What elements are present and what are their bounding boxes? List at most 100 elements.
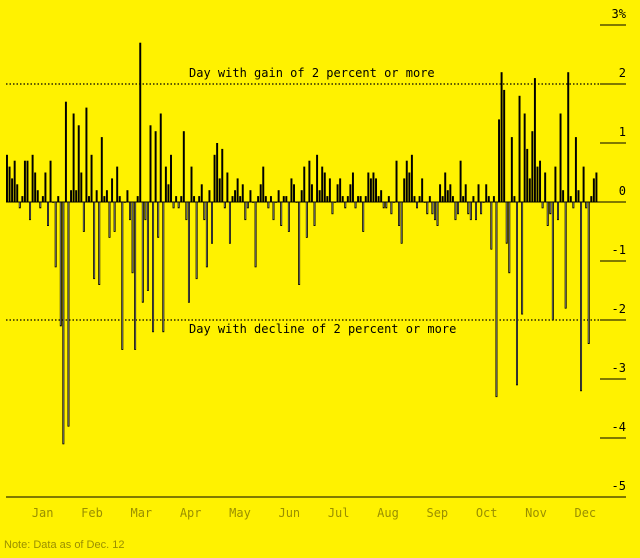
- gain-bar: [262, 166, 265, 202]
- decline-bar: [67, 201, 70, 427]
- y-tick-label: -5: [612, 479, 626, 493]
- gain-bar: [52, 202, 55, 203]
- gain-bar: [11, 178, 14, 202]
- gain-bar: [441, 196, 444, 202]
- decline-bar: [203, 201, 206, 221]
- gain-bar: [367, 172, 370, 202]
- gain-bar: [75, 190, 78, 202]
- gain-bar: [574, 137, 577, 202]
- y-tick-label: 2: [619, 66, 626, 80]
- decline-bar: [82, 201, 85, 232]
- gain-bar: [418, 196, 421, 202]
- decline-bar: [280, 201, 283, 227]
- gain-bar: [444, 172, 447, 202]
- gain-bar: [359, 196, 362, 202]
- gain-bar: [513, 196, 516, 202]
- decline-bar: [267, 201, 270, 209]
- gain-bar: [26, 160, 29, 202]
- decline-bar: [54, 201, 57, 268]
- gain-bar: [95, 190, 98, 202]
- x-tick-label: Nov: [525, 506, 547, 520]
- decline-bar: [416, 201, 419, 209]
- gain-bar: [249, 190, 252, 202]
- gain-bar: [208, 190, 211, 202]
- gain-bar: [213, 154, 216, 202]
- decline-bar: [134, 201, 137, 350]
- gain-bar: [518, 95, 521, 202]
- decline-bar: [521, 201, 524, 315]
- gain-bar: [410, 154, 413, 202]
- gain-bar: [577, 190, 580, 202]
- decline-bar: [272, 201, 275, 221]
- gain-bar: [377, 196, 380, 202]
- gain-bar: [528, 178, 531, 202]
- gain-bar: [318, 190, 321, 202]
- decline-bar: [362, 201, 365, 232]
- y-tick-label: -4: [612, 420, 626, 434]
- x-tick-label: May: [229, 506, 251, 520]
- gain-bar: [57, 196, 60, 202]
- gain-bar: [277, 190, 280, 202]
- gain-bar: [200, 184, 203, 202]
- decline-bar: [490, 201, 493, 250]
- decline-bar: [228, 201, 231, 244]
- gain-bar: [498, 119, 501, 202]
- gain-bar: [34, 172, 37, 202]
- gain-bar: [364, 196, 367, 202]
- x-tick-label: Dec: [574, 506, 596, 520]
- gain-bar: [216, 143, 219, 202]
- gain-bar: [303, 166, 306, 202]
- x-tick-label: Mar: [130, 506, 152, 520]
- decline-bar: [172, 201, 175, 209]
- gain-bar: [380, 190, 383, 202]
- gain-bar: [64, 101, 67, 202]
- x-tick-label: Apr: [180, 506, 202, 520]
- gain-bar: [90, 154, 93, 202]
- gain-bar: [226, 172, 229, 202]
- gain-bar: [275, 202, 278, 203]
- decline-bar: [469, 201, 472, 221]
- decline-bar: [551, 201, 554, 321]
- decline-bar: [157, 201, 160, 238]
- decline-bar: [580, 201, 583, 392]
- gain-bar: [100, 137, 103, 202]
- gain-bar: [300, 190, 303, 202]
- decline-bar: [187, 201, 190, 303]
- gain-bar: [41, 196, 44, 202]
- decline-bar: [433, 201, 436, 221]
- gain-bar: [464, 184, 467, 202]
- gain-bar: [536, 166, 539, 202]
- decline-bar: [480, 201, 483, 215]
- gain-bar: [451, 196, 454, 202]
- x-tick-label: Feb: [81, 506, 103, 520]
- decline-bar: [108, 201, 111, 238]
- decline-bar: [223, 201, 226, 209]
- decline-bar: [113, 201, 116, 232]
- gain-bar: [523, 113, 526, 202]
- gain-bar: [252, 202, 254, 203]
- decline-bar: [141, 201, 144, 303]
- gain-bar: [198, 196, 201, 202]
- decline-bar: [431, 201, 434, 215]
- decline-bar: [426, 201, 429, 215]
- gain-bar: [310, 184, 313, 202]
- gain-bar: [190, 166, 193, 202]
- gain-bar: [533, 78, 536, 202]
- decline-bar: [541, 201, 544, 209]
- decline-bar: [144, 201, 147, 221]
- gain-bar: [328, 178, 331, 202]
- decline-bar: [211, 201, 213, 244]
- gain-bar: [395, 160, 398, 202]
- gain-bar: [403, 178, 406, 202]
- gain-bar: [487, 196, 490, 202]
- gain-bar: [264, 196, 267, 202]
- gain-bar: [526, 148, 529, 202]
- gain-bar: [346, 196, 349, 202]
- gain-bar: [592, 178, 595, 202]
- decline-bar: [546, 201, 549, 227]
- y-tick-label: 3%: [612, 7, 627, 21]
- decline-bar: [495, 201, 498, 398]
- gain-bar: [239, 196, 242, 202]
